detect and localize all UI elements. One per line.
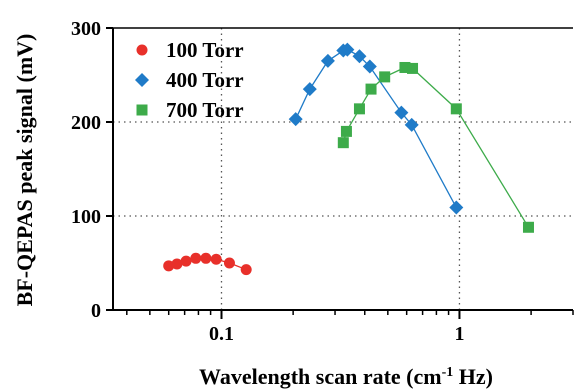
data-point (340, 42, 355, 57)
x-axis-title-main: Wavelength scan rate (cm (199, 364, 442, 389)
data-point (223, 257, 235, 269)
legend-item-400-torr: 400 Torr (135, 68, 244, 92)
data-point (210, 253, 222, 265)
legend-item-100-torr: 100 Torr (136, 38, 244, 62)
data-point (450, 103, 462, 115)
data-point (394, 105, 409, 120)
legend-marker (136, 104, 148, 116)
series-100-torr (163, 252, 252, 276)
legend: 100 Torr 400 Torr 700 Torr (135, 38, 244, 122)
data-point (180, 255, 192, 267)
axes: 0 100 200 300 0.1 1 (71, 18, 574, 345)
legend-marker (136, 44, 148, 56)
data-point (190, 252, 202, 264)
legend-item-700-torr: 700 Torr (136, 98, 244, 122)
x-tick-label: 0.1 (209, 323, 234, 345)
x-tick-label: 1 (454, 323, 464, 345)
series-400-torr (288, 42, 464, 215)
data-point (365, 83, 377, 95)
data-point (379, 71, 391, 83)
y-tick-label: 0 (91, 300, 101, 322)
data-point (320, 53, 335, 68)
data-point (200, 252, 212, 264)
y-axis-title: BF-QEPAS peak signal (mV) (12, 34, 37, 307)
y-tick-label: 200 (71, 112, 101, 134)
legend-marker (135, 73, 149, 87)
data-point (288, 112, 303, 127)
data-point (399, 61, 411, 73)
data-point (337, 137, 349, 149)
legend-label: 100 Torr (166, 38, 244, 62)
data-point (362, 59, 377, 74)
data-point (522, 221, 534, 233)
series (163, 42, 534, 276)
y-tick-label: 300 (71, 18, 101, 40)
data-point (407, 62, 419, 74)
data-point (240, 264, 252, 276)
legend-label: 700 Torr (166, 98, 244, 122)
x-axis-title-end: Hz) (453, 364, 493, 389)
legend-label: 400 Torr (166, 68, 244, 92)
series-700-torr (337, 61, 534, 233)
data-point (404, 117, 419, 132)
data-point (352, 49, 367, 64)
x-axis-title-sup: -1 (442, 365, 454, 380)
y-tick-label: 100 (71, 206, 101, 228)
x-axis-title: Wavelength scan rate (cm-1 Hz) (199, 364, 493, 389)
data-point (353, 103, 365, 115)
data-point (171, 258, 183, 270)
data-point (302, 82, 317, 97)
series-line (295, 48, 457, 208)
data-point (340, 125, 352, 137)
data-point (163, 260, 175, 272)
data-point (449, 200, 464, 215)
